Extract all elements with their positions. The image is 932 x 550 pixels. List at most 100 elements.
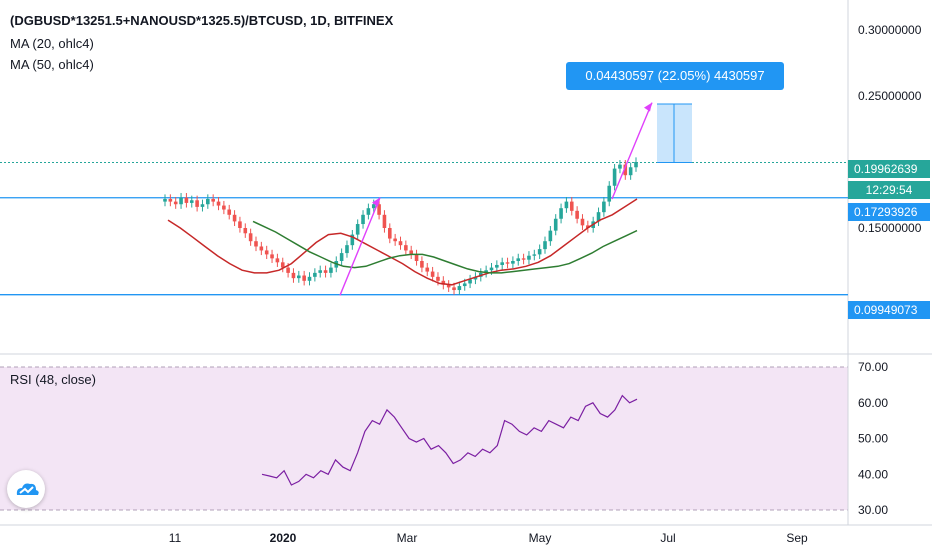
candle	[628, 162, 633, 180]
candle	[232, 210, 237, 227]
candle-body	[238, 221, 242, 228]
time-axis-tick: 11	[169, 531, 182, 545]
measure-label[interactable]: 0.04430597 (22.05%) 4430597	[566, 62, 784, 90]
candle-body	[414, 254, 419, 261]
candle-body	[430, 271, 435, 277]
candle-body	[618, 164, 622, 169]
candle-body	[339, 253, 344, 261]
time-axis-tick: May	[529, 531, 552, 545]
tradingview-logo[interactable]	[7, 470, 45, 508]
candle	[446, 280, 451, 293]
candle-body	[179, 197, 183, 205]
candle-body	[275, 258, 280, 263]
candle	[206, 194, 210, 209]
candle-body	[243, 228, 248, 234]
candle	[168, 194, 173, 207]
candle-body	[168, 198, 173, 202]
last-price-tag: 0.19962639	[848, 160, 930, 178]
candle	[302, 270, 306, 286]
candle-body	[612, 168, 617, 186]
time-axis-tick: Mar	[397, 531, 418, 545]
candle-body	[248, 233, 253, 242]
candle	[398, 236, 403, 250]
candle	[227, 204, 232, 220]
candle-body	[361, 214, 365, 225]
candle-body	[355, 224, 360, 235]
candle	[575, 206, 579, 224]
cloud-icon	[16, 483, 39, 495]
candle	[211, 194, 215, 207]
candle-body	[607, 185, 612, 202]
candle-body	[264, 250, 269, 255]
price-axis-tick: 0.25000000	[858, 89, 922, 103]
candle	[339, 248, 344, 266]
candle-body	[516, 258, 521, 261]
candle	[163, 194, 167, 207]
ma50-legend[interactable]: MA (50, ohlc4)	[10, 57, 94, 72]
candle-body	[457, 286, 462, 291]
candle	[623, 160, 628, 180]
candle-body	[318, 270, 323, 273]
candle-body	[254, 241, 258, 247]
candle	[532, 249, 537, 261]
candle-body	[564, 201, 569, 209]
candle	[500, 257, 504, 270]
candle-body	[302, 275, 306, 281]
candle	[318, 265, 323, 278]
candle	[537, 244, 542, 260]
candle	[280, 257, 285, 273]
candle-body	[200, 204, 205, 207]
candle	[430, 266, 435, 282]
candle-body	[569, 201, 574, 211]
candle-body	[227, 209, 232, 215]
ma20-legend[interactable]: MA (20, ohlc4)	[10, 36, 94, 51]
candle	[527, 251, 531, 265]
candle	[559, 203, 563, 224]
candle-body	[307, 276, 312, 281]
candle-body	[393, 238, 397, 242]
candle	[484, 265, 488, 278]
countdown-tag: 12:29:54	[848, 181, 930, 199]
candle	[361, 210, 365, 229]
candle	[612, 163, 617, 191]
candle-body	[345, 245, 349, 254]
candle	[264, 245, 269, 260]
candle-body	[377, 204, 381, 215]
candle-body	[323, 270, 328, 273]
rsi-axis-tick: 40.00	[858, 467, 888, 481]
candle-body	[206, 198, 210, 205]
candle	[248, 228, 253, 246]
rsi-title[interactable]: RSI (48, close)	[10, 372, 96, 387]
candle	[586, 220, 590, 233]
candle	[409, 245, 414, 260]
candle-body	[382, 214, 387, 228]
candle	[387, 223, 392, 244]
candle	[377, 199, 381, 220]
candle-body	[521, 258, 526, 260]
candle-body	[286, 267, 290, 273]
candle	[238, 216, 242, 233]
candle	[564, 196, 569, 213]
candle	[596, 207, 601, 227]
candle-body	[537, 249, 542, 255]
candle-body	[350, 234, 355, 246]
candle	[254, 236, 258, 252]
candle	[495, 260, 499, 273]
candle-body	[189, 200, 194, 203]
candle	[505, 257, 510, 269]
candle	[173, 196, 178, 209]
candle	[307, 272, 312, 286]
candle-body	[184, 197, 189, 203]
candle-body	[387, 228, 392, 239]
candle-body	[452, 287, 456, 291]
candle-body	[527, 255, 531, 260]
candle	[521, 253, 526, 265]
candle-body	[462, 283, 467, 287]
candle-body	[280, 262, 285, 268]
candle-body	[446, 284, 451, 288]
candle	[195, 195, 199, 212]
candle-body	[366, 208, 371, 215]
candle-body	[580, 218, 585, 226]
price-axis-tick: 0.30000000	[858, 23, 922, 37]
